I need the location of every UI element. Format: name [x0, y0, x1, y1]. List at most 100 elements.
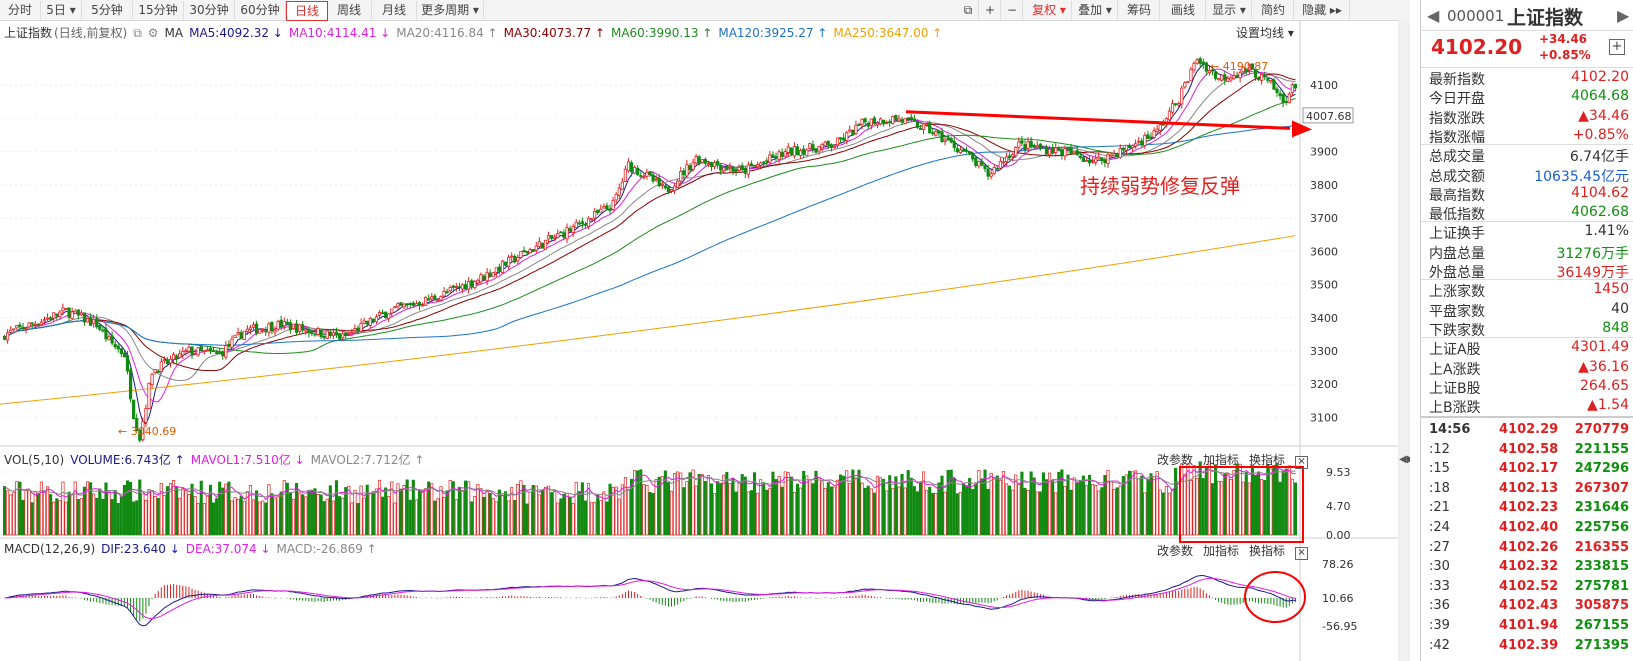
candle-body	[974, 157, 978, 166]
lock-icon[interactable]: ⧉	[133, 26, 142, 40]
toolbar-right-item-0[interactable]: 复权 ▾	[1027, 1, 1072, 19]
zoom-in-icon[interactable]: +	[980, 1, 1001, 19]
candle-body	[500, 260, 505, 274]
volume-bar	[1054, 492, 1058, 536]
volume-bar	[1223, 473, 1227, 536]
candle-body	[439, 296, 443, 301]
volume-bar	[1220, 481, 1224, 536]
legend-item: DEA:37.074 ↓	[185, 542, 271, 556]
panel-tool-button[interactable]: 换指标	[1249, 453, 1286, 467]
candle-body	[1192, 62, 1196, 71]
volume-bar	[583, 500, 588, 536]
tick-row: :21 4102.23 231646	[1429, 499, 1629, 519]
price-tick-label: 3700	[1310, 212, 1338, 225]
toolbar-item-2[interactable]: 5分钟	[82, 1, 133, 19]
candle-body	[1253, 69, 1258, 78]
quote-value: ▲36.16	[1578, 358, 1629, 375]
candle-body	[110, 335, 114, 344]
close-icon[interactable]: ×	[1295, 547, 1309, 560]
volume-bar	[1140, 475, 1144, 536]
volume-bar	[1084, 485, 1089, 536]
tick-volume: 221155	[1574, 441, 1629, 457]
volume-bar	[912, 486, 916, 536]
toolbar-item-6[interactable]: 日线	[286, 1, 328, 21]
forward-icon[interactable]: ▶	[1617, 6, 1630, 25]
toolbar-item-0[interactable]: 分时	[0, 1, 41, 19]
candle-body	[731, 166, 735, 172]
candle-body	[1167, 110, 1172, 121]
panel-tool-button[interactable]: 加指标	[1203, 544, 1240, 558]
quote-row: 总成交额 10635.45亿元	[1429, 165, 1629, 185]
copy-icon[interactable]: ⧉	[958, 1, 979, 19]
quote-value: 6.74亿手	[1569, 149, 1629, 166]
volume-bar	[1146, 479, 1150, 536]
toolbar-right-item-5[interactable]: 简约	[1253, 1, 1294, 19]
volume-bar	[451, 481, 455, 536]
volume-bar	[165, 486, 169, 536]
toolbar-item-3[interactable]: 15分钟	[133, 1, 184, 19]
settings-ma-button[interactable]: 设置均线 ▾	[1236, 26, 1294, 40]
toolbar-item-8[interactable]: 月线	[372, 1, 417, 19]
volume-bar	[839, 474, 843, 536]
candle-body	[743, 167, 747, 174]
volume-bar	[1041, 472, 1045, 536]
candle-body	[507, 256, 511, 267]
toolbar-item-5[interactable]: 60分钟	[235, 1, 286, 19]
volume-bar	[1004, 483, 1009, 536]
candle-body	[568, 228, 572, 232]
candle-body	[1109, 154, 1113, 157]
volume-bar	[835, 479, 840, 536]
candle-body	[528, 249, 532, 254]
candle-body	[789, 147, 793, 155]
candle-body	[221, 352, 225, 357]
panel-tool-button[interactable]: 改参数	[1157, 544, 1194, 558]
volume-bar	[1051, 480, 1055, 536]
volume-bar	[586, 483, 591, 536]
volume-bar	[101, 498, 105, 536]
toolbar-item-4[interactable]: 30分钟	[184, 1, 235, 19]
candle-body	[1004, 156, 1009, 162]
toolbar-item-1[interactable]: 5日 ▾	[41, 1, 82, 19]
candle-body	[863, 118, 867, 123]
tick-volume: 247296	[1574, 461, 1629, 477]
candle-body	[891, 116, 895, 124]
panel-tool-button[interactable]: 换指标	[1249, 544, 1286, 558]
divider	[1421, 144, 1633, 146]
candle-body	[734, 170, 738, 172]
candle-body	[553, 236, 557, 239]
toolbar-right-item-4[interactable]: 显示 ▾	[1207, 1, 1252, 19]
tick-time: :18	[1429, 480, 1450, 496]
tick-row: :15 4102.17 247296	[1429, 460, 1629, 480]
volume-bar	[156, 497, 160, 536]
panel-tool-button[interactable]: 改参数	[1157, 453, 1194, 467]
close-icon[interactable]: ×	[1295, 456, 1309, 469]
candle-body	[577, 222, 581, 225]
volume-bar	[568, 496, 572, 536]
candle-body	[845, 132, 849, 141]
toolbar-item-9[interactable]: 更多周期 ▾	[417, 1, 484, 19]
candle-body	[190, 346, 194, 355]
candle-body	[390, 308, 394, 314]
volume-bar	[765, 489, 769, 536]
quote-value: ▲34.46	[1578, 107, 1629, 124]
candle-body	[620, 181, 624, 190]
toolbar-item-7[interactable]: 周线	[327, 1, 372, 19]
add-icon[interactable]: +	[1609, 39, 1625, 55]
kline-chart[interactable]: ◀▶ 3100 3200 3300 3400 3500 3600 3700 3800 3900 40…	[0, 0, 1410, 661]
volume-bar	[608, 483, 612, 536]
zoom-out-icon[interactable]: −	[1002, 1, 1023, 19]
candle-body	[657, 177, 661, 187]
volume-bar	[786, 472, 790, 536]
toolbar-right-item-1[interactable]: 叠加 ▾	[1073, 1, 1118, 19]
volume-bar	[1161, 492, 1165, 536]
volume-bar	[811, 483, 815, 536]
toolbar-right-item-6[interactable]: 隐藏 ▸▸	[1295, 1, 1350, 19]
toolbar-right-item-2[interactable]: 筹码	[1119, 1, 1160, 19]
gear-icon[interactable]: ⚙	[147, 26, 159, 40]
back-icon[interactable]: ◀	[1427, 6, 1440, 25]
candle-body	[503, 261, 508, 266]
panel-tool-button[interactable]: 加指标	[1203, 453, 1240, 467]
candle-body	[92, 319, 96, 325]
volume-bar	[636, 470, 640, 536]
toolbar-right-item-3[interactable]: 画线	[1161, 1, 1206, 19]
